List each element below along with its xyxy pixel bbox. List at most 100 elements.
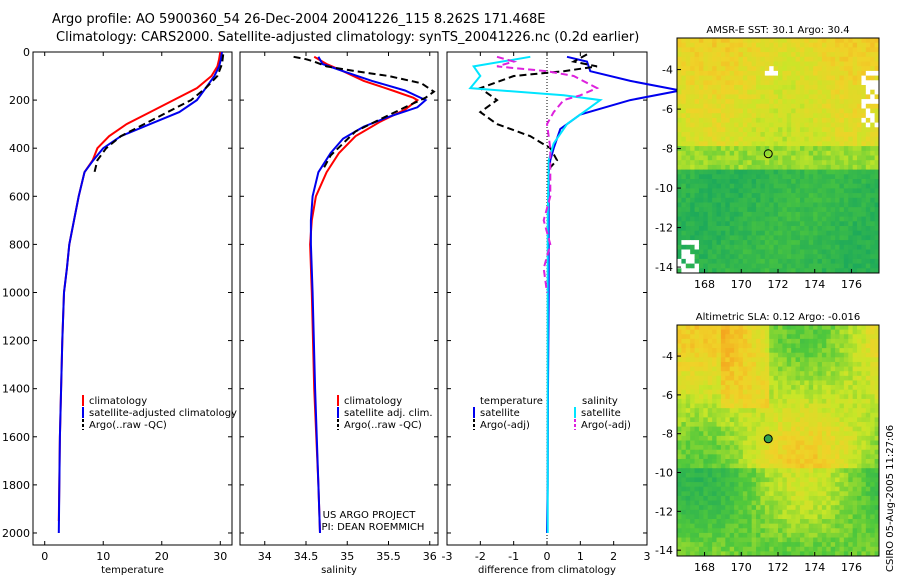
map-cell xyxy=(835,155,840,161)
map-cell xyxy=(685,514,691,520)
map-cell xyxy=(804,532,810,539)
map-cell xyxy=(795,537,801,543)
map-cell xyxy=(690,85,696,91)
map-cell xyxy=(760,52,766,58)
map-cell xyxy=(843,454,849,460)
map-cell xyxy=(760,398,766,405)
map-cell xyxy=(848,61,854,67)
map-cell xyxy=(698,509,704,515)
map-cell xyxy=(782,132,788,138)
map-cell xyxy=(804,375,810,381)
map-cell xyxy=(773,500,779,506)
map-cell xyxy=(808,108,814,114)
map-cell xyxy=(857,230,862,236)
map-cell xyxy=(795,258,801,265)
map-cell xyxy=(716,127,722,133)
map-cell xyxy=(720,202,726,208)
map-cell xyxy=(778,268,783,274)
map-cell xyxy=(742,244,748,250)
map-cell xyxy=(821,435,827,441)
map-cell xyxy=(782,221,788,227)
map-cell xyxy=(694,146,700,152)
map-cell xyxy=(694,207,700,213)
map-cell xyxy=(778,113,783,119)
map-cell xyxy=(799,113,805,119)
map-cell xyxy=(685,226,691,232)
map-cell xyxy=(677,132,682,138)
map-cell xyxy=(870,244,876,250)
map-cell xyxy=(742,348,748,354)
map-cell xyxy=(835,66,840,72)
map-cell xyxy=(808,103,814,109)
map-cell xyxy=(848,495,854,502)
map-cell xyxy=(795,70,801,77)
map-cell xyxy=(773,66,779,72)
map-cell xyxy=(865,202,871,208)
map-cell xyxy=(707,85,713,91)
map-cell xyxy=(839,113,845,119)
map-cell xyxy=(751,52,757,58)
map-cell xyxy=(821,52,827,58)
map-cell xyxy=(725,449,731,455)
map-cell xyxy=(826,454,832,460)
map-cell xyxy=(795,380,801,386)
map-cell xyxy=(716,146,722,152)
map-cell xyxy=(870,70,876,77)
map-cell xyxy=(712,375,718,381)
map-cell xyxy=(773,113,779,119)
map-cell xyxy=(861,325,867,331)
map-cell xyxy=(756,117,761,124)
map-cell xyxy=(694,454,700,460)
map-cell xyxy=(712,357,718,363)
map-cell xyxy=(698,80,704,86)
map-cell xyxy=(826,117,832,124)
map-cell xyxy=(848,523,854,529)
map-cell xyxy=(791,258,797,265)
map-cell xyxy=(712,412,718,418)
map-cell xyxy=(694,179,700,185)
map-cell xyxy=(782,435,788,441)
map-cell xyxy=(791,113,797,119)
map-cell xyxy=(857,495,862,502)
map-cell xyxy=(848,254,854,260)
map-cell xyxy=(839,89,845,95)
map-cell xyxy=(821,463,827,469)
map-cell xyxy=(712,371,718,377)
map-cell xyxy=(738,472,744,478)
map-cell xyxy=(835,240,840,246)
map-cell xyxy=(830,463,836,469)
map-cell xyxy=(716,366,722,372)
map-cell xyxy=(756,132,761,138)
map-cell xyxy=(843,449,849,455)
map-cell xyxy=(861,38,867,44)
map-cell xyxy=(835,486,840,492)
map-cell xyxy=(742,216,748,222)
map-cell xyxy=(830,211,836,218)
map-cell xyxy=(799,179,805,185)
map-cell xyxy=(707,193,713,199)
map-cell xyxy=(808,505,814,511)
map-cell xyxy=(782,417,788,423)
map-cell xyxy=(742,509,748,515)
map-cell xyxy=(778,435,783,441)
map-cell xyxy=(848,216,854,222)
map-cell xyxy=(694,445,700,451)
map-cell xyxy=(835,202,840,208)
map-cell xyxy=(830,136,836,142)
map-cell xyxy=(870,221,876,227)
map-cell xyxy=(738,56,744,62)
map-cell xyxy=(817,164,823,171)
map-cell xyxy=(821,61,827,67)
map-cell xyxy=(817,412,823,418)
map-cell xyxy=(791,89,797,95)
map-cell xyxy=(751,249,757,255)
map-cell xyxy=(786,179,792,185)
map-cell xyxy=(813,329,819,335)
map-cell xyxy=(707,352,713,358)
map-cell xyxy=(751,42,757,48)
map-cell xyxy=(712,426,718,432)
map-cell xyxy=(677,94,682,100)
map-cell xyxy=(778,514,783,520)
map-cell xyxy=(848,385,854,391)
map-cell xyxy=(804,426,810,432)
